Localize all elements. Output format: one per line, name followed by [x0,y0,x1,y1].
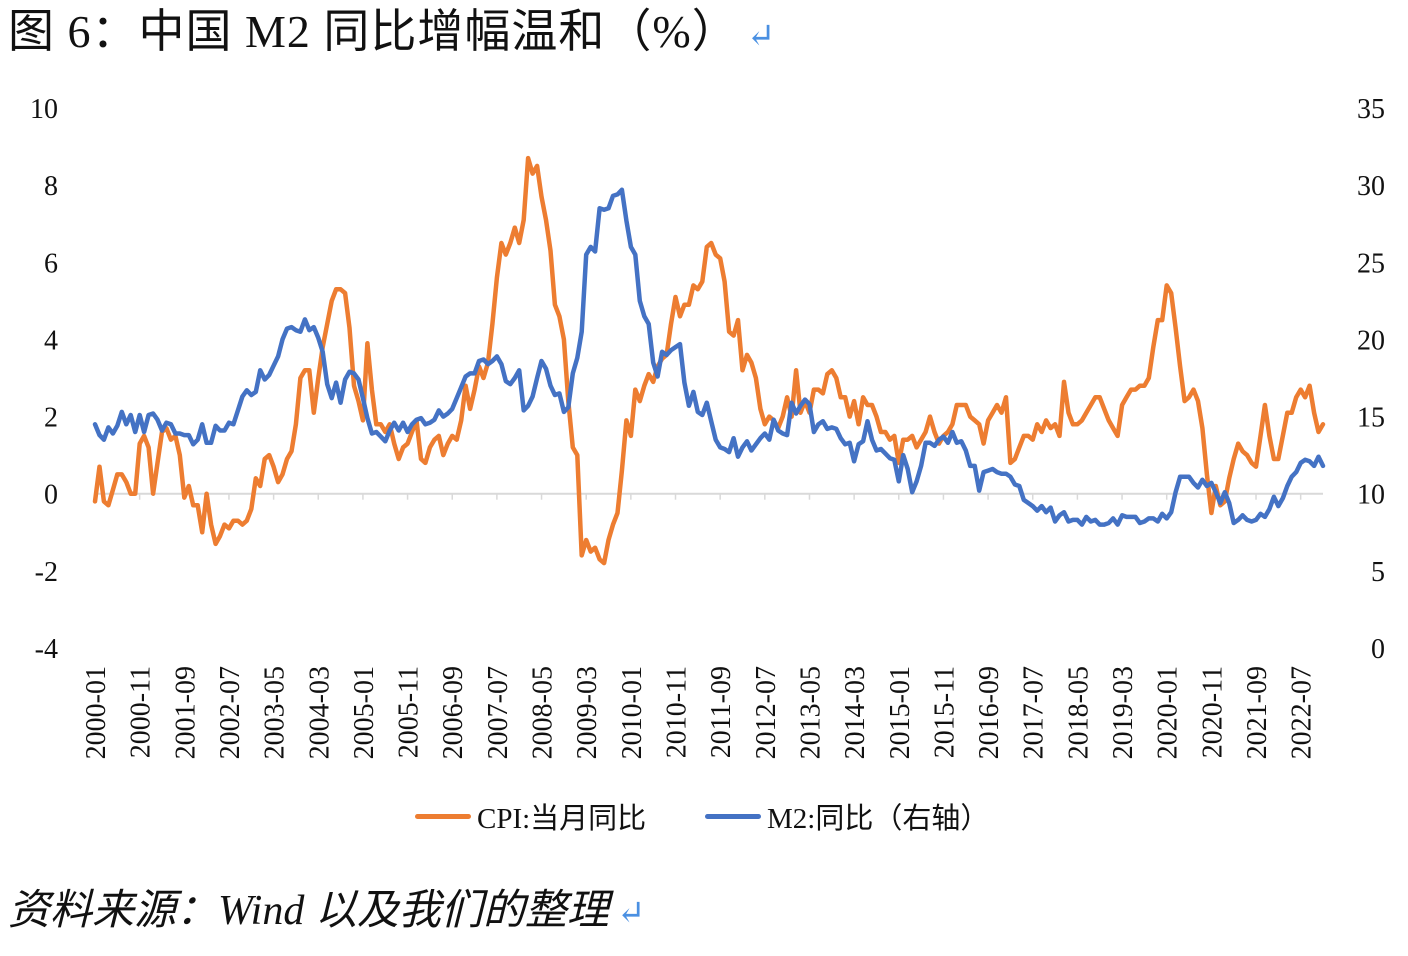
chart-title: 图 6：中国 M2 同比增幅温和（%） ↵ [8,2,776,67]
x-axis-tick-label: 2002-07 [215,666,246,759]
right-axis-tick-label: 0 [1371,634,1385,665]
x-axis-tick-label: 2019-03 [1108,666,1139,759]
left-axis-tick-label: 8 [44,171,58,202]
x-axis-tick-label: 2009-03 [572,666,603,759]
legend-label-cpi: CPI:当月同比 [477,803,647,835]
line-chart: -4 -2 0 2 4 6 8 10 0 5 10 15 20 25 30 35 2000-01 2000-11 2… [30,94,1385,759]
x-axis-tick-label: 2006-09 [438,666,469,759]
left-axis-tick-label: 10 [30,94,58,125]
x-axis-tick-label: 2015-01 [885,666,916,759]
x-axis-tick-label: 2015-11 [929,666,960,758]
x-axis-tick-label: 2013-05 [795,666,826,759]
return-icon: ↵ [746,18,777,55]
x-axis-tick-label: 2014-03 [840,666,871,759]
x-axis-tick-label: 2021-09 [1242,666,1273,759]
x-axis-tick-label: 2010-01 [617,666,648,759]
legend-label-m2: M2:同比（右轴） [767,803,990,835]
cpi-series-line [92,155,1326,566]
left-axis-tick-label: 2 [44,403,58,434]
x-axis-tick-label: 2000-11 [126,666,157,758]
legend-item-cpi: CPI:当月同比 [415,794,646,838]
left-axis-tick-label: 4 [44,325,58,356]
x-axis-tick-label: 2011-09 [706,666,737,758]
x-axis-tick-label: 2001-09 [170,666,201,759]
x-axis-tick-label: 2017-07 [1019,666,1050,759]
left-axis-tick-label: -2 [35,557,58,588]
left-axis-tick-label: 0 [44,480,58,511]
right-axis-tick-label: 20 [1357,325,1385,356]
m2-series-line [92,187,1326,527]
right-axis-tick-label: 35 [1357,94,1385,125]
x-axis-tick-label: 2008-05 [528,666,559,759]
x-axis-tick-label: 2000-01 [81,666,112,759]
right-axis-tick-label: 30 [1357,171,1385,202]
right-axis-tick-label: 15 [1357,403,1385,434]
legend-item-m2: M2:同比（右轴） [705,794,989,838]
x-axis-tick-label: 2018-05 [1063,666,1094,759]
right-axis-tick-label: 25 [1357,248,1385,279]
left-axis-tick-label: 6 [44,248,58,279]
x-axis-tick-label: 2020-01 [1153,666,1184,759]
x-axis-tick-label: 2022-07 [1287,666,1318,759]
return-icon: ↵ [616,895,646,932]
x-axis-tick-label: 2016-09 [974,666,1005,759]
right-axis-tick-label: 10 [1357,480,1385,511]
x-axis-tick-label: 2003-05 [260,666,291,759]
x-axis-tick-label: 2012-07 [751,666,782,759]
right-axis-tick-label: 5 [1371,557,1385,588]
chart-title-text: 图 6：中国 M2 同比增幅温和（%） [8,6,739,57]
chart-legend: CPI:当月同比 M2:同比（右轴） [0,794,1408,838]
legend-swatch-m2 [705,813,761,819]
x-axis-tick-label: 2010-11 [662,666,693,758]
left-axis-tick-label: -4 [35,634,58,665]
x-axis-tick-label: 2004-03 [304,666,335,759]
source-note: 资料来源：Wind 以及我们的整理 ↵ [8,876,645,937]
legend-swatch-cpi [415,813,471,819]
x-axis-tick-label: 2007-07 [483,666,514,759]
x-axis-tick-label: 2005-11 [394,666,425,758]
source-text: 资料来源：Wind 以及我们的整理 [8,888,609,934]
x-axis-tick-label: 2005-01 [349,666,380,759]
x-axis-tick-label: 2020-11 [1197,666,1228,758]
